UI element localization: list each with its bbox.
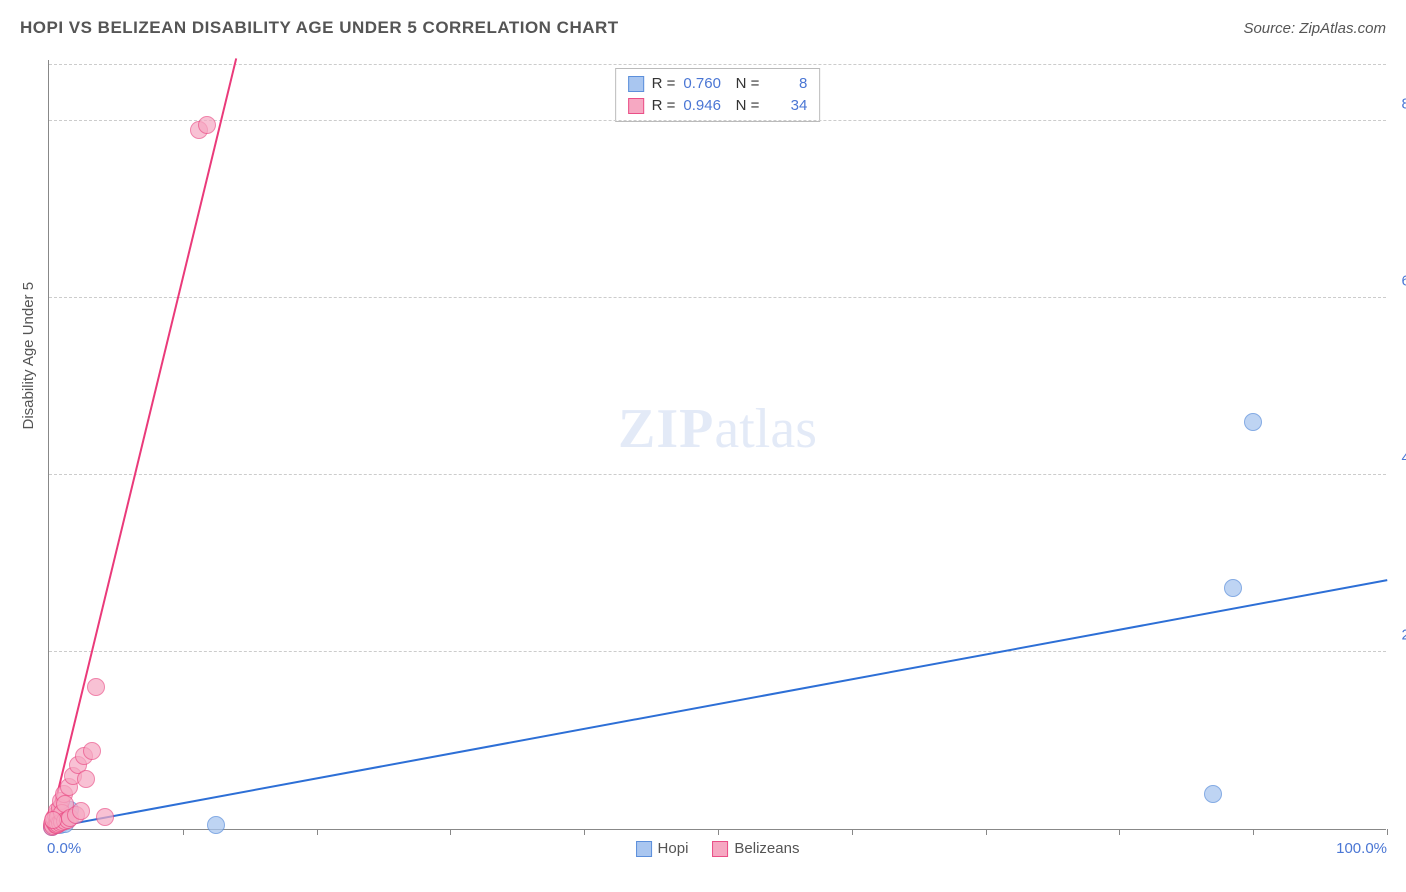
x-tick: [718, 829, 719, 835]
data-point: [83, 742, 101, 760]
legend: Hopi Belizeans: [636, 840, 800, 857]
gridline: [49, 120, 1386, 121]
legend-label: Hopi: [658, 840, 689, 857]
watermark-atlas: atlas: [714, 398, 817, 460]
x-tick-label: 100.0%: [1336, 840, 1387, 857]
stats-row: R = 0.760 N = 8: [628, 73, 808, 95]
x-tick: [986, 829, 987, 835]
x-tick: [317, 829, 318, 835]
source-attribution: Source: ZipAtlas.com: [1243, 20, 1386, 37]
legend-swatch: [636, 841, 652, 857]
data-point: [72, 802, 90, 820]
x-tick: [450, 829, 451, 835]
data-point: [207, 816, 225, 834]
n-label: N =: [731, 95, 759, 117]
data-point: [77, 770, 95, 788]
x-tick: [584, 829, 585, 835]
data-point: [198, 116, 216, 134]
gridline: [49, 474, 1386, 475]
data-point: [96, 808, 114, 826]
r-value: 0.760: [683, 73, 723, 95]
stats-row: R = 0.946 N = 34: [628, 95, 808, 117]
legend-swatch: [712, 841, 728, 857]
y-axis-label: Disability Age Under 5: [20, 282, 37, 430]
legend-label: Belizeans: [734, 840, 799, 857]
data-point: [1224, 579, 1242, 597]
data-point: [44, 811, 62, 829]
r-label: R =: [652, 73, 676, 95]
r-value: 0.946: [683, 95, 723, 117]
x-tick-label: 0.0%: [47, 840, 81, 857]
n-value: 8: [767, 73, 807, 95]
data-point: [1244, 413, 1262, 431]
x-tick: [852, 829, 853, 835]
r-label: R =: [652, 95, 676, 117]
regression-line: [48, 58, 237, 828]
gridline: [49, 64, 1386, 65]
n-value: 34: [767, 95, 807, 117]
series-swatch: [628, 98, 644, 114]
chart-header: HOPI VS BELIZEAN DISABILITY AGE UNDER 5 …: [20, 18, 1386, 38]
y-tick-label: 60.0%: [1394, 272, 1406, 289]
n-label: N =: [731, 73, 759, 95]
x-tick: [183, 829, 184, 835]
y-tick-label: 20.0%: [1394, 627, 1406, 644]
y-tick-label: 80.0%: [1394, 95, 1406, 112]
watermark-zip: ZIP: [618, 398, 714, 460]
data-point: [87, 678, 105, 696]
x-tick: [1119, 829, 1120, 835]
watermark: ZIPatlas: [618, 397, 817, 461]
plot-area: ZIPatlas R =0.760 N =8R =0.946 N =34 Hop…: [48, 60, 1386, 830]
gridline: [49, 651, 1386, 652]
legend-item: Belizeans: [712, 840, 799, 857]
regression-line: [49, 579, 1387, 829]
correlation-stats-box: R = 0.760 N = 8 R = 0.946 N = 34: [615, 68, 821, 122]
gridline: [49, 297, 1386, 298]
legend-item: Hopi: [636, 840, 689, 857]
x-tick: [1253, 829, 1254, 835]
series-swatch: [628, 76, 644, 92]
chart-title: HOPI VS BELIZEAN DISABILITY AGE UNDER 5 …: [20, 18, 619, 38]
y-tick-label: 40.0%: [1394, 449, 1406, 466]
x-tick: [1387, 829, 1388, 835]
data-point: [1204, 785, 1222, 803]
